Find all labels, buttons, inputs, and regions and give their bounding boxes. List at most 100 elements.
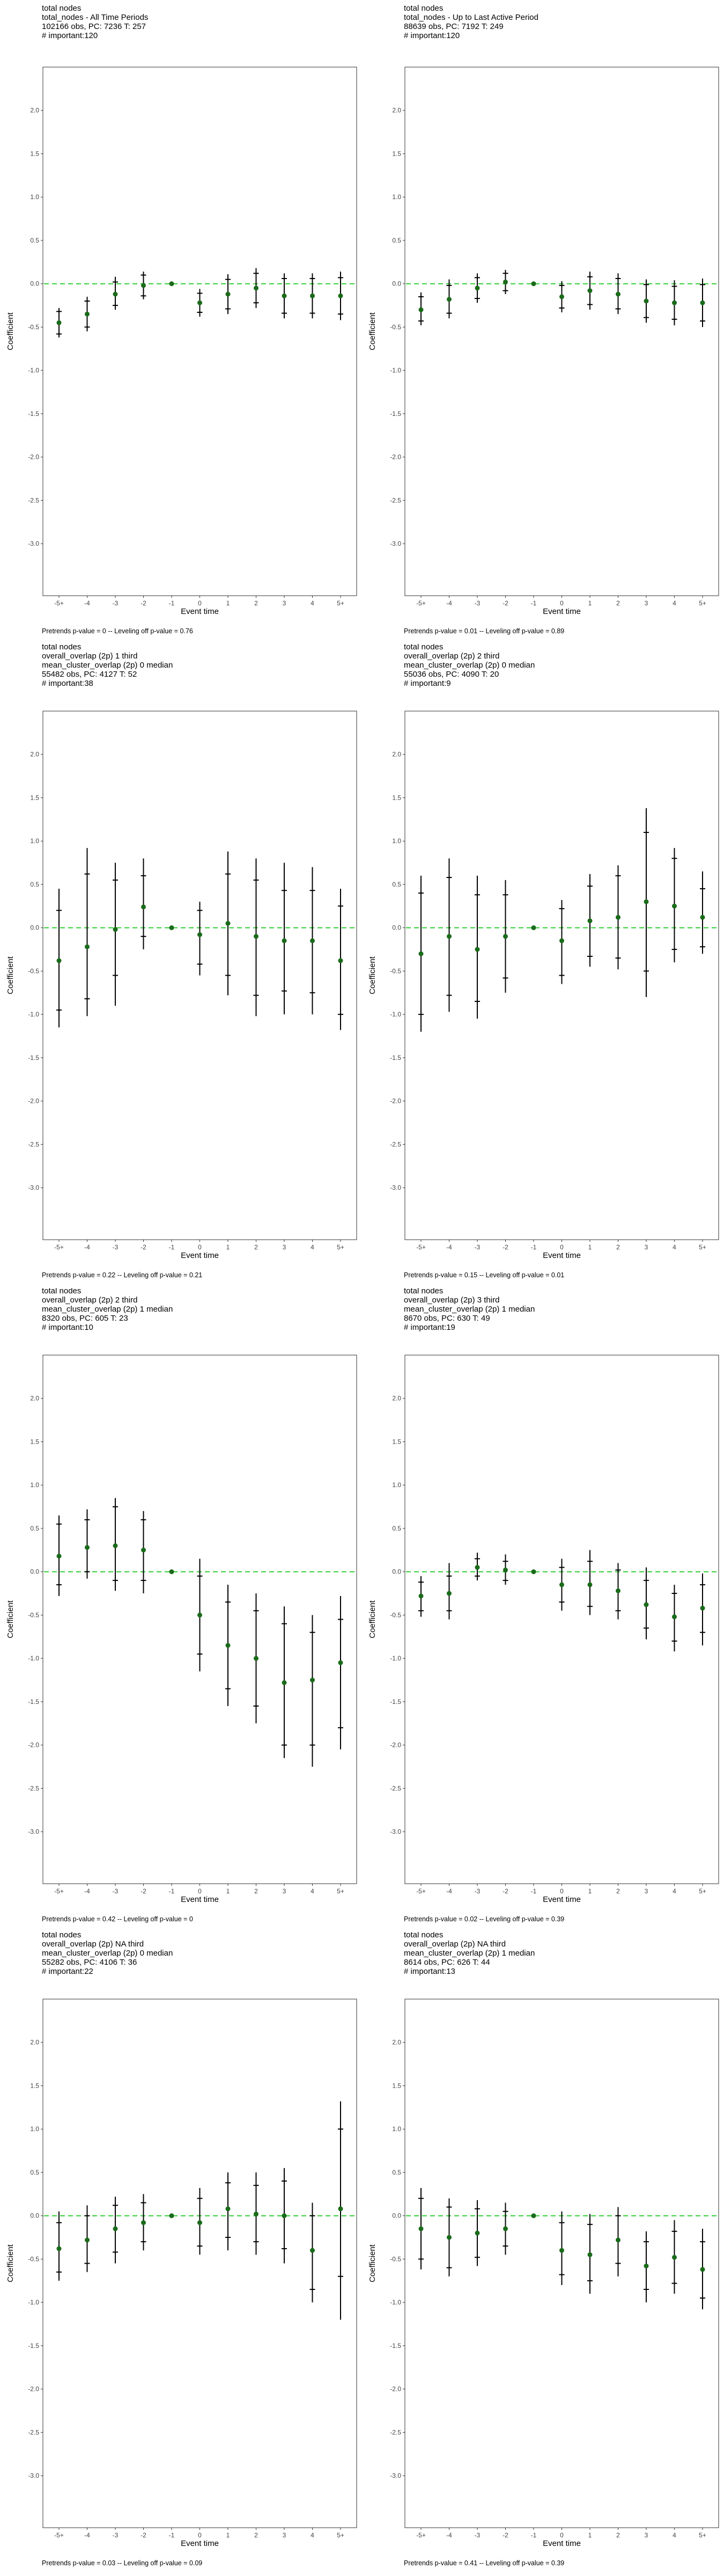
x-tick-label: 2: [254, 2531, 258, 2539]
x-tick-label: 4: [673, 1243, 676, 1251]
y-tick-label: -1.0: [390, 1011, 401, 1018]
coefficient-point: [282, 938, 287, 943]
plot-border: [404, 1355, 719, 1884]
coefficient-point: [531, 2213, 536, 2219]
x-tick-label: -2: [503, 599, 508, 607]
panel-title-line: mean_cluster_overlap (2p) 0 median: [404, 661, 535, 670]
y-tick-label: -2.0: [390, 1097, 401, 1105]
y-tick-label: -3.0: [390, 2472, 401, 2479]
panel-title-line: total_nodes - All Time Periods: [42, 13, 148, 22]
y-tick-label: -3.0: [390, 1828, 401, 1835]
x-tick-label: -2: [141, 1243, 146, 1251]
coefficient-point: [197, 300, 202, 305]
y-tick-label: -2.5: [390, 1140, 401, 1148]
panel-title-line: 8614 obs, PC: 626 T: 44: [404, 1958, 490, 1967]
x-tick-label: -3: [475, 2531, 481, 2539]
coefficient-point: [672, 903, 677, 909]
x-tick-label: 4: [673, 1887, 676, 1895]
pvalue-footer: Pretrends p-value = 0.15 -- Leveling off…: [404, 1271, 564, 1279]
y-tick-label: -0.5: [390, 967, 401, 975]
panel-title-line: total nodes: [42, 644, 81, 652]
pvalue-footer: Pretrends p-value = 0 -- Leveling off p-…: [42, 627, 193, 635]
x-tick-label: -5+: [416, 599, 426, 607]
y-tick-label: 0.0: [30, 1568, 39, 1576]
coefficient-point: [531, 925, 536, 931]
coefficient-point: [559, 294, 564, 299]
coefficient-point: [475, 947, 480, 952]
coefficient-point: [338, 958, 343, 963]
x-tick-label: 0: [198, 2531, 202, 2539]
y-tick-label: 2.0: [30, 1395, 39, 1402]
panel-title-line: total_nodes - Up to Last Active Period: [404, 13, 538, 22]
x-tick-label: -1: [169, 1887, 175, 1895]
x-tick-label: 0: [560, 599, 564, 607]
coefficient-point: [503, 934, 508, 939]
panel-title-line: total nodes: [404, 1932, 443, 1940]
y-tick-label: -1.5: [390, 1698, 401, 1706]
coefficient-point: [338, 293, 343, 298]
x-tick-label: -3: [113, 2531, 119, 2539]
x-tick-label: 2: [254, 1243, 258, 1251]
y-tick-label: 0.5: [392, 881, 401, 888]
x-tick-label: 4: [311, 1243, 314, 1251]
coefficient-point: [113, 291, 118, 297]
pvalue-footer: Pretrends p-value = 0.01 -- Leveling off…: [404, 627, 564, 635]
plot-border: [42, 1999, 357, 2528]
x-tick-label: 3: [645, 599, 648, 607]
x-tick-label: -3: [475, 1887, 481, 1895]
x-tick-label: -5+: [54, 2531, 64, 2539]
x-tick-label: -2: [503, 1243, 508, 1251]
y-axis-label: Coefficient: [6, 1600, 15, 1638]
y-tick-label: -1.0: [28, 2299, 39, 2306]
x-tick-label: -5+: [416, 2531, 426, 2539]
coefficient-point: [531, 1569, 536, 1575]
coefficient-point: [310, 938, 315, 943]
x-axis-label: Event time: [543, 2539, 581, 2548]
y-tick-label: -2.0: [28, 1097, 39, 1105]
y-tick-label: -0.5: [390, 2255, 401, 2263]
y-tick-label: 1.0: [392, 193, 401, 201]
y-tick-label: -2.5: [28, 1140, 39, 1148]
y-tick-label: 1.0: [30, 2125, 39, 2133]
x-tick-label: 1: [588, 1243, 592, 1251]
coefficient-point: [700, 1606, 705, 1611]
x-tick-label: 4: [311, 1887, 314, 1895]
coefficient-point: [447, 2235, 452, 2240]
coefficient-point: [254, 2211, 258, 2216]
coefficient-point: [169, 281, 174, 287]
y-tick-label: 0.0: [392, 280, 401, 288]
x-tick-label: -5+: [54, 1887, 64, 1895]
panel-title-line: # important:22: [42, 1967, 93, 1976]
y-tick-label: -2.5: [28, 496, 39, 504]
coefficient-point: [616, 291, 620, 297]
x-tick-label: 2: [616, 1243, 620, 1251]
coefficient-point: [310, 2248, 315, 2253]
coefficient-point: [282, 2213, 287, 2219]
x-axis-label: Event time: [181, 1251, 219, 1260]
pvalue-footer: Pretrends p-value = 0.03 -- Leveling off…: [42, 2559, 202, 2567]
panel-title-line: total nodes: [404, 1288, 443, 1296]
coefficient-point: [197, 932, 202, 938]
x-tick-label: 5+: [699, 1243, 706, 1251]
x-tick-label: -1: [531, 1243, 537, 1251]
x-tick-label: 5+: [337, 2531, 344, 2539]
plot-border: [42, 67, 357, 596]
panel-title-line: mean_cluster_overlap (2p) 0 median: [42, 1949, 173, 1958]
x-tick-label: 1: [226, 1887, 230, 1895]
plot-border: [404, 67, 719, 596]
coefficient-point: [644, 899, 649, 904]
x-tick-label: 2: [616, 1887, 620, 1895]
coefficient-point: [141, 2220, 146, 2226]
x-tick-label: -2: [141, 599, 146, 607]
panel-title-line: # important:9: [404, 679, 451, 688]
x-tick-label: -4: [84, 1887, 90, 1895]
x-tick-label: 5+: [337, 599, 344, 607]
coefficient-point: [672, 300, 677, 305]
y-axis-label: Coefficient: [6, 2244, 15, 2282]
x-tick-label: -4: [446, 2531, 452, 2539]
panel-title-line: 8320 obs, PC: 605 T: 23: [42, 1314, 128, 1323]
y-tick-label: -1.5: [28, 1698, 39, 1706]
y-axis-label: Coefficient: [368, 1600, 377, 1638]
coefficient-point: [644, 298, 649, 304]
